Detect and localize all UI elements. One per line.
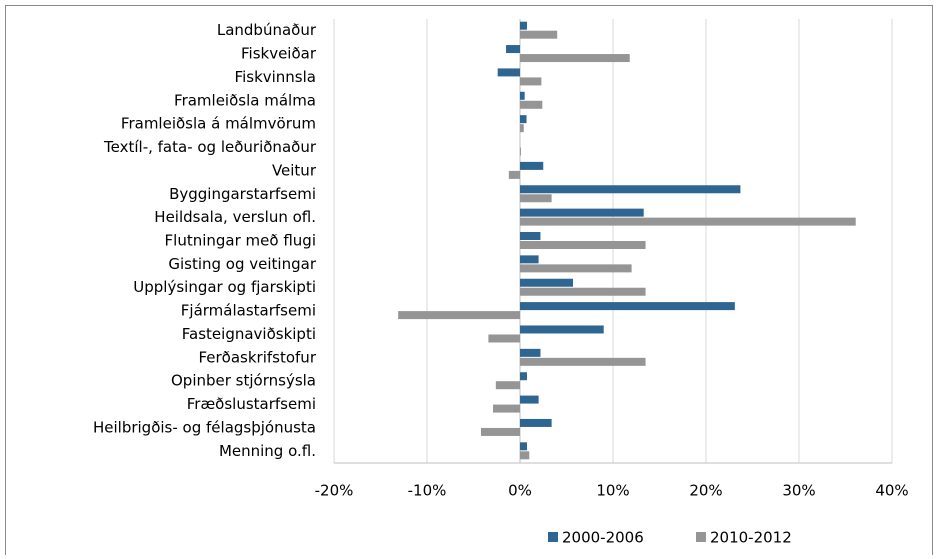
x-tick-label: 0% [508,482,532,500]
legend-swatch [548,532,558,542]
bar [520,255,539,264]
bar [495,381,520,390]
bar [520,208,644,217]
x-tick-label: -20% [315,482,354,500]
legend-swatch [696,532,706,542]
bar [520,185,741,194]
x-tick-label: 40% [875,482,908,500]
y-tick-label: Fiskvinnsla [235,68,316,86]
y-tick-label: Ferðaskrifstofur [198,348,316,366]
bar [520,418,552,427]
bar [520,54,630,63]
y-tick-label: Landbúnaður [217,21,317,39]
bar [520,217,856,226]
bar [520,194,552,203]
bar [520,395,539,404]
bar [493,404,520,413]
bar [480,427,520,436]
bar [520,278,574,287]
bar [520,100,543,109]
bar [520,30,558,39]
bar [506,45,520,54]
bar [520,232,541,240]
bar [520,115,527,124]
y-tick-label: Byggingarstarfsemi [169,185,316,203]
bar [520,21,527,30]
y-tick-label: Framleiðsla á málmvörum [121,115,316,133]
y-tick-label: Upplýsingar og fjarskipti [133,278,316,296]
legend-label: 2010-2012 [710,529,792,547]
bar [520,287,646,296]
bar [520,302,735,311]
y-tick-label: Fiskveiðar [241,45,317,63]
legend-label: 2000-2006 [562,529,644,547]
bar [520,325,604,334]
y-tick-label: Fjármálastarfsemi [181,302,316,320]
bar [497,68,520,77]
bar [520,161,544,170]
bar [520,357,646,366]
bar [520,372,527,381]
bar [520,147,521,156]
y-tick-label: Gisting og veitingar [168,255,316,273]
y-tick-label: Opinber stjórnsýsla [171,372,316,390]
x-tick-label: -10% [408,482,447,500]
frame [5,5,933,559]
y-tick-label: Fræðslustarfsemi [187,395,316,413]
y-tick-label: Heilbrigðis- og félagsþjónusta [93,418,316,436]
bar [520,348,541,357]
bar [520,241,646,249]
y-tick-label: Framleiðsla málma [174,91,316,109]
x-tick-label: 20% [689,482,722,500]
y-tick-label: Menning o.fl. [219,442,316,460]
y-tick-label: Flutningar með flugi [165,232,316,250]
bar [520,442,527,451]
y-tick-label: Textíl-, fata- og leðuriðnaður [103,138,317,156]
bar [520,124,524,133]
y-tick-label: Veitur [272,161,317,179]
bar [520,264,632,273]
y-tick-label: Fasteignaviðskipti [182,325,316,343]
y-tick-label: Heildsala, verslun ofl. [154,208,316,226]
bar [520,451,530,460]
x-tick-label: 30% [782,482,815,500]
bar [398,311,520,320]
bar [520,91,525,100]
bar [488,334,520,343]
bar [508,170,520,179]
bar [520,77,542,86]
x-tick-label: 10% [596,482,629,500]
